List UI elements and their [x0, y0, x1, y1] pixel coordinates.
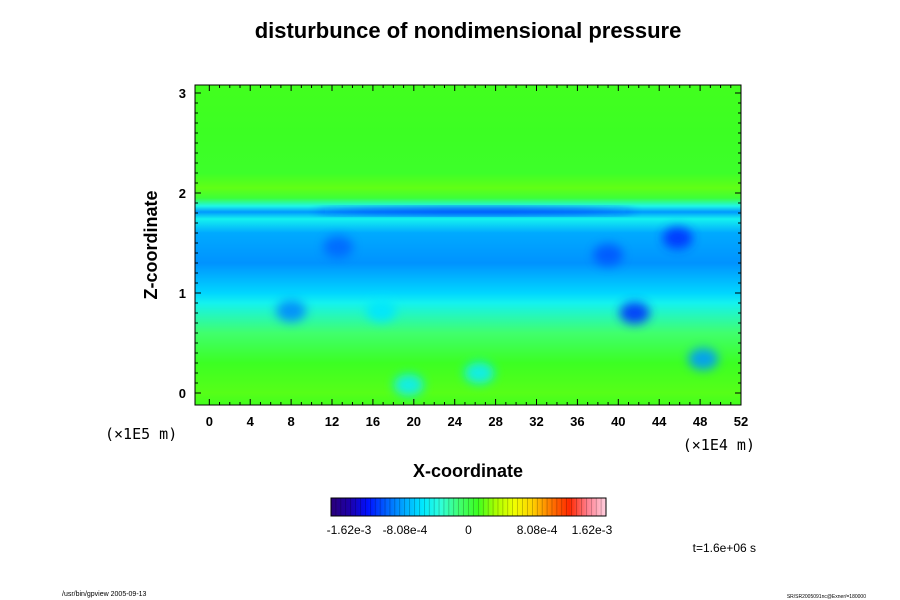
- footer-right: SR/SR2005091nc@Exner/=180000: [787, 594, 866, 600]
- field-background: [195, 85, 741, 405]
- colorbar-tick-label: 8.08e-4: [517, 523, 558, 537]
- time-label: t=1.6e+06 s: [693, 541, 756, 555]
- x-tick-label: 0: [206, 414, 213, 429]
- field-feature: [662, 227, 693, 249]
- x-axis-label: X-coordinate: [413, 461, 523, 481]
- x-tick-label: 8: [287, 414, 294, 429]
- colorbar-tick-label: 0: [465, 523, 472, 537]
- colorbar-tick-label: -8.08e-4: [383, 523, 428, 537]
- colorbar-stripes: [335, 498, 602, 516]
- x-tick-label: 52: [734, 414, 748, 429]
- x-tick-label: 24: [447, 414, 462, 429]
- chart-title: disturbunce of nondimensional pressure: [255, 18, 682, 43]
- x-tick-label: 12: [325, 414, 339, 429]
- field-feature: [315, 208, 636, 214]
- colorbar-frame: [330, 497, 607, 517]
- footer-left: /usr/bin/gpview 2005-09-13: [62, 591, 147, 598]
- x-tick-label: 36: [570, 414, 584, 429]
- plot-frame: [194, 84, 742, 406]
- x-tick-label: 32: [529, 414, 543, 429]
- x-tick-label: 40: [611, 414, 625, 429]
- field-feature: [366, 300, 397, 322]
- y-tick-labels: 0 1 2 3: [179, 86, 186, 401]
- axis-ticks: [195, 85, 742, 405]
- colorbar-tick-labels: -1.62e-3 -8.08e-4 0 8.08e-4 1.62e-3: [327, 523, 613, 537]
- field-feature: [464, 362, 495, 384]
- colorbar-tick-label: 1.62e-3: [572, 523, 613, 537]
- x-tick-label: 44: [652, 414, 667, 429]
- field-feature: [619, 302, 650, 324]
- field-features: [276, 208, 719, 396]
- colorbar-tick-label: -1.62e-3: [327, 523, 372, 537]
- y-axis-label: Z-coordinate: [141, 190, 161, 299]
- y-axis-unit: (×1E5 m): [105, 425, 177, 443]
- field-feature: [393, 374, 424, 396]
- x-tick-label: 28: [488, 414, 502, 429]
- field-feature: [323, 236, 354, 258]
- y-tick-label: 1: [179, 286, 186, 301]
- colorbar-gradient: [331, 498, 606, 516]
- y-tick-label: 3: [179, 86, 186, 101]
- field-feature: [593, 244, 624, 266]
- field-feature: [276, 300, 307, 322]
- x-axis-unit: (×1E4 m): [683, 436, 755, 454]
- field-feature: [688, 348, 719, 370]
- colorbar: -1.62e-3 -8.08e-4 0 8.08e-4 1.62e-3: [327, 497, 613, 537]
- plot-area: [194, 84, 742, 406]
- x-tick-label: 16: [366, 414, 380, 429]
- x-tick-labels: 0 4 8 12 16 20 24 28 32 36 40 44 48 52: [206, 414, 749, 429]
- y-tick-label: 2: [179, 186, 186, 201]
- x-tick-label: 4: [247, 414, 255, 429]
- y-tick-label: 0: [179, 386, 186, 401]
- x-tick-label: 48: [693, 414, 707, 429]
- x-tick-label: 20: [407, 414, 421, 429]
